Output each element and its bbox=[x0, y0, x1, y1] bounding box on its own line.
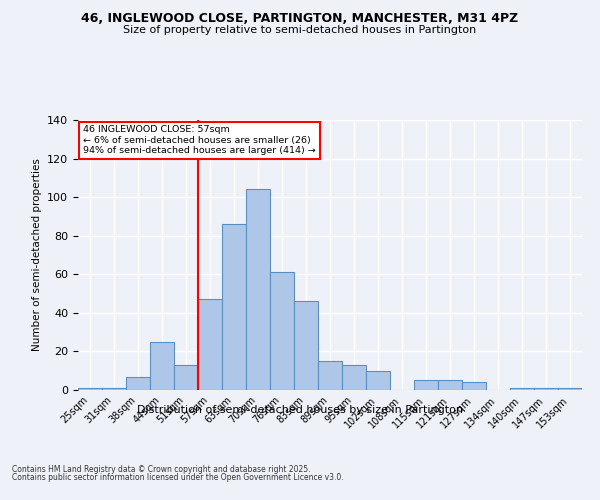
Y-axis label: Number of semi-detached properties: Number of semi-detached properties bbox=[32, 158, 41, 352]
Text: 46 INGLEWOOD CLOSE: 57sqm
← 6% of semi-detached houses are smaller (26)
94% of s: 46 INGLEWOOD CLOSE: 57sqm ← 6% of semi-d… bbox=[83, 126, 316, 155]
Bar bbox=[510, 388, 534, 390]
Bar bbox=[462, 382, 486, 390]
Bar bbox=[222, 224, 246, 390]
Bar bbox=[558, 388, 582, 390]
Bar bbox=[438, 380, 462, 390]
Bar bbox=[198, 300, 222, 390]
Text: Size of property relative to semi-detached houses in Partington: Size of property relative to semi-detach… bbox=[124, 25, 476, 35]
Bar bbox=[270, 272, 294, 390]
Bar bbox=[78, 388, 102, 390]
Bar bbox=[414, 380, 438, 390]
Bar bbox=[366, 370, 390, 390]
Bar bbox=[294, 302, 318, 390]
Bar bbox=[150, 342, 174, 390]
Text: 46, INGLEWOOD CLOSE, PARTINGTON, MANCHESTER, M31 4PZ: 46, INGLEWOOD CLOSE, PARTINGTON, MANCHES… bbox=[82, 12, 518, 26]
Bar bbox=[174, 365, 198, 390]
Bar bbox=[534, 388, 558, 390]
Text: Contains public sector information licensed under the Open Government Licence v3: Contains public sector information licen… bbox=[12, 472, 344, 482]
Text: Contains HM Land Registry data © Crown copyright and database right 2025.: Contains HM Land Registry data © Crown c… bbox=[12, 465, 311, 474]
Bar bbox=[342, 365, 366, 390]
Bar bbox=[246, 190, 270, 390]
Text: Distribution of semi-detached houses by size in Partington: Distribution of semi-detached houses by … bbox=[137, 405, 463, 415]
Bar bbox=[318, 361, 342, 390]
Bar bbox=[102, 388, 126, 390]
Bar bbox=[126, 376, 150, 390]
